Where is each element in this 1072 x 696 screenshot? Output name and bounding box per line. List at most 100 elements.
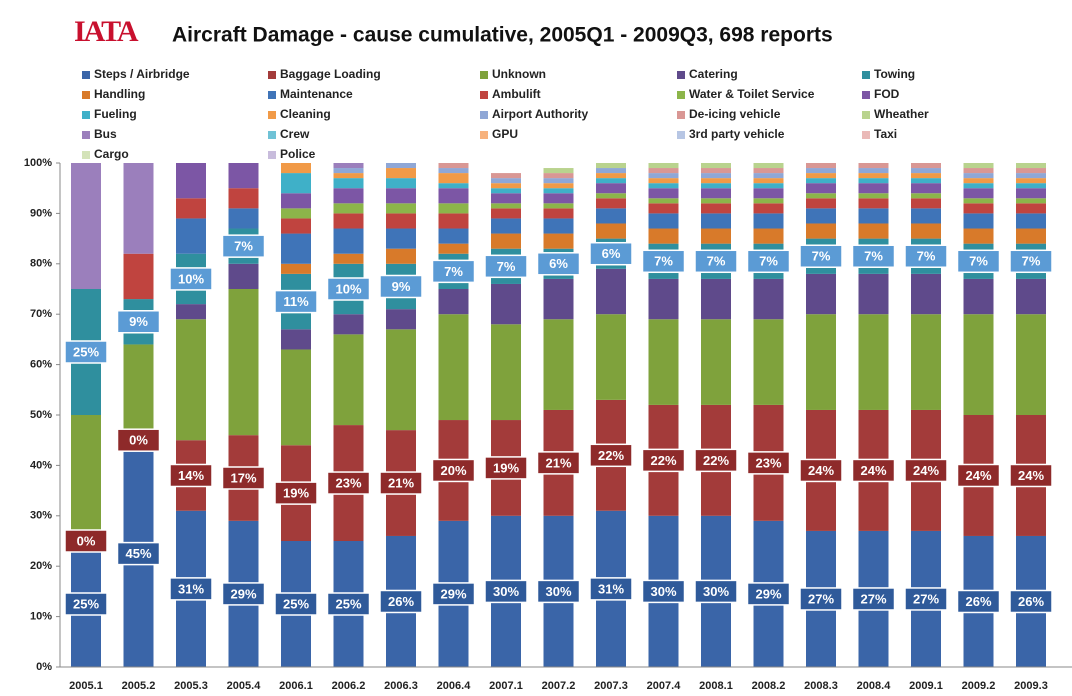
- legend-swatch: [862, 91, 870, 99]
- bar-segment: [753, 228, 784, 244]
- legend-label: De-icing vehicle: [689, 107, 781, 121]
- bar-segment: [543, 203, 574, 209]
- value-label: 29%: [230, 586, 256, 601]
- y-tick-label: 30%: [30, 510, 52, 522]
- value-label-box: [64, 592, 108, 616]
- bar-segment: [386, 248, 416, 264]
- value-label-box: [169, 463, 213, 488]
- bar-segment: [963, 314, 994, 415]
- bar-segment: [386, 329, 416, 431]
- bar-segment: [1016, 314, 1046, 415]
- x-tick-label: 2008.1: [699, 680, 733, 692]
- value-label-box: [956, 463, 1001, 488]
- legend-label: Towing: [874, 67, 915, 81]
- legend-label: Catering: [689, 67, 738, 81]
- value-label: 7%: [497, 259, 516, 274]
- legend-swatch: [268, 91, 276, 99]
- bar-segment: [333, 168, 364, 174]
- y-tick-label: 10%: [30, 611, 52, 623]
- value-label-box: [536, 579, 581, 604]
- legend-label: Wheather: [874, 107, 929, 121]
- bar-segment: [858, 183, 889, 194]
- bar-segment: [438, 188, 469, 204]
- legend-label: Bus: [94, 127, 117, 141]
- bar-segment: [753, 183, 784, 189]
- bar-segment: [858, 273, 889, 315]
- bar-segment: [176, 198, 206, 219]
- bar-segment: [753, 319, 784, 405]
- legend-swatch: [82, 71, 90, 79]
- value-label-box: [536, 252, 581, 276]
- legend-label: FOD: [874, 87, 900, 101]
- value-label-box: [1009, 463, 1053, 488]
- x-tick-label: 2006.2: [332, 680, 366, 692]
- bar-segment: [333, 253, 364, 264]
- bar-segment: [806, 168, 836, 174]
- x-tick-label: 2007.2: [542, 680, 576, 692]
- bar-segment: [963, 198, 994, 204]
- bar-segment: [543, 173, 574, 179]
- value-label: 27%: [808, 591, 834, 606]
- bar-segment: [228, 289, 259, 436]
- legend-label: GPU: [492, 127, 518, 141]
- bar-segment: [438, 243, 469, 254]
- legend-swatch: [480, 71, 488, 79]
- bar-segment: [491, 233, 521, 249]
- bar-segment: [911, 314, 941, 410]
- legend-label: Fueling: [94, 107, 137, 121]
- x-tick-label: 2007.1: [489, 680, 523, 692]
- legend-swatch: [480, 131, 488, 139]
- value-label-box: [589, 443, 633, 468]
- value-label-box: [746, 249, 791, 274]
- bar-segment: [963, 278, 994, 315]
- value-label: 25%: [283, 596, 309, 611]
- bar-segment: [911, 173, 941, 179]
- bar-segment: [71, 163, 101, 289]
- bar-segment: [543, 178, 574, 184]
- y-tick-label: 40%: [30, 459, 52, 471]
- x-tick-label: 2007.4: [647, 680, 682, 692]
- bar-segment: [806, 173, 836, 179]
- bar-segment: [386, 178, 416, 189]
- bar-segment: [123, 163, 154, 254]
- bar-segment: [386, 228, 416, 249]
- legend-swatch: [677, 91, 685, 99]
- bar-segment: [911, 273, 941, 315]
- bar-segment: [859, 158, 889, 163]
- value-label: 30%: [545, 584, 571, 599]
- bar-segment: [333, 163, 364, 169]
- value-label: 7%: [234, 239, 253, 254]
- value-label: 20%: [440, 463, 466, 478]
- legend-label: Unknown: [492, 67, 546, 81]
- bar-segment: [543, 278, 574, 320]
- bar-segment: [281, 193, 311, 209]
- value-label-box: [536, 451, 581, 475]
- value-label: 22%: [598, 448, 624, 463]
- bar-segment: [806, 163, 836, 169]
- value-label-box: [169, 267, 213, 291]
- legend-swatch: [268, 111, 276, 119]
- value-label: 7%: [812, 249, 831, 264]
- value-label: 30%: [650, 584, 676, 599]
- bar-segment: [1016, 198, 1046, 204]
- bar-segment: [123, 253, 154, 300]
- bar-segment: [176, 163, 206, 199]
- bar-segment: [543, 168, 574, 174]
- legend-swatch: [677, 71, 685, 79]
- bar-segment: [438, 228, 469, 244]
- bar-segment: [648, 188, 679, 199]
- bar-segment: [911, 163, 941, 169]
- bar-segment: [701, 163, 731, 169]
- bar-segment: [333, 188, 364, 204]
- bar-segment: [858, 163, 889, 169]
- bar-segment: [753, 188, 784, 199]
- bar-segment: [963, 228, 994, 244]
- bar-segment: [858, 208, 889, 224]
- value-label-box: [484, 254, 528, 279]
- bar-segment: [596, 223, 626, 239]
- bar-segment: [858, 178, 889, 184]
- bar-segment: [386, 168, 416, 179]
- bar-segment: [1016, 173, 1046, 179]
- bar-segment: [333, 173, 364, 179]
- value-label: 24%: [965, 468, 991, 483]
